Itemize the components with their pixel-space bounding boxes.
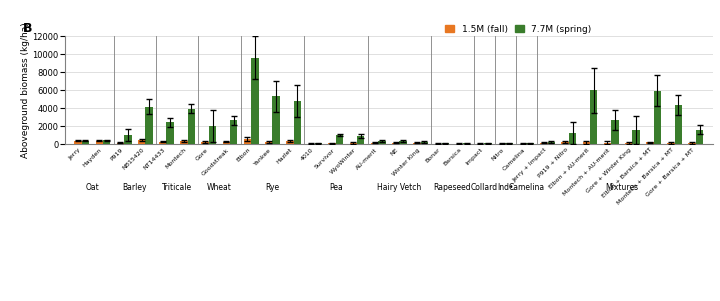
Bar	[505, 143, 513, 144]
Bar	[688, 143, 696, 144]
Bar	[357, 136, 364, 144]
Bar	[696, 129, 703, 144]
Bar	[625, 143, 632, 144]
Text: AU-merit: AU-merit	[355, 147, 378, 170]
Bar	[222, 141, 230, 144]
Bar	[96, 141, 103, 144]
Bar	[294, 101, 301, 144]
Text: P919 + Nitro: P919 + Nitro	[537, 147, 569, 179]
Bar	[611, 120, 618, 144]
Bar	[251, 58, 258, 144]
Text: WyoWinter: WyoWinter	[329, 147, 357, 175]
Bar	[378, 141, 386, 144]
Bar	[646, 142, 654, 144]
Bar	[604, 143, 611, 144]
Bar	[159, 141, 166, 144]
Bar	[230, 120, 238, 144]
Bar	[463, 143, 470, 144]
Text: P919: P919	[109, 147, 124, 162]
Bar	[209, 126, 216, 144]
Text: Winter King: Winter King	[391, 147, 420, 177]
Bar	[328, 143, 336, 144]
Text: Nitro: Nitro	[491, 147, 505, 162]
Text: Hayden: Hayden	[82, 147, 103, 168]
Text: Barsica: Barsica	[443, 147, 463, 167]
Bar	[675, 105, 682, 144]
Text: Gore + Winter King: Gore + Winter King	[585, 147, 632, 194]
Bar	[145, 107, 153, 144]
Bar	[632, 130, 640, 144]
Bar	[548, 142, 555, 144]
Text: Goodstreak: Goodstreak	[201, 147, 230, 176]
Text: Elbon: Elbon	[235, 147, 251, 163]
Text: Oat: Oat	[86, 183, 99, 192]
Bar	[562, 142, 569, 144]
Text: Elbon + AU-merit: Elbon + AU-merit	[548, 147, 590, 189]
Bar	[582, 142, 590, 144]
Text: Montech + AU-merit: Montech + AU-merit	[562, 147, 611, 196]
Text: Jerry + Impact: Jerry + Impact	[512, 147, 548, 183]
Text: B: B	[22, 22, 32, 35]
Text: Collard: Collard	[471, 183, 498, 192]
Bar	[654, 91, 661, 144]
Bar	[569, 133, 576, 144]
Text: Jerry: Jerry	[68, 147, 82, 161]
Text: Hazlet: Hazlet	[276, 147, 294, 165]
Bar	[180, 141, 188, 144]
Text: Impact: Impact	[465, 147, 484, 166]
Bar	[265, 142, 272, 144]
Legend: 1.5M (fall), 7.7M (spring): 1.5M (fall), 7.7M (spring)	[442, 21, 595, 37]
Text: NB15420: NB15420	[122, 147, 145, 171]
Text: Hairy Vetch: Hairy Vetch	[377, 183, 421, 192]
Text: Wheat: Wheat	[207, 183, 232, 192]
Text: Montech: Montech	[165, 147, 188, 170]
Text: Camelina: Camelina	[508, 183, 544, 192]
Text: 4010: 4010	[300, 147, 315, 162]
Text: Rapeseed: Rapeseed	[433, 183, 471, 192]
Bar	[336, 135, 343, 144]
Text: NE: NE	[390, 147, 400, 157]
Text: Bonar: Bonar	[425, 147, 442, 164]
Bar	[392, 143, 400, 144]
Bar	[166, 122, 174, 144]
Bar	[188, 109, 195, 144]
Text: Pea: Pea	[329, 183, 343, 192]
Bar	[442, 143, 449, 144]
Bar	[117, 143, 124, 144]
Bar	[540, 143, 548, 144]
Bar	[315, 143, 322, 144]
Bar	[138, 140, 145, 144]
Y-axis label: Aboveground biomass (kg/ha): Aboveground biomass (kg/ha)	[21, 23, 30, 158]
Bar	[484, 143, 492, 144]
Bar	[413, 143, 420, 144]
Bar	[272, 96, 280, 144]
Text: Montech + Barsica + MT: Montech + Barsica + MT	[616, 147, 675, 206]
Bar	[371, 143, 378, 144]
Bar	[244, 139, 251, 144]
Text: Rye: Rye	[265, 183, 279, 192]
Text: Gore + Barsica + MT: Gore + Barsica + MT	[646, 147, 696, 197]
Bar	[82, 141, 89, 144]
Bar	[202, 142, 209, 144]
Bar	[667, 143, 675, 144]
Bar	[590, 90, 598, 144]
Bar	[124, 135, 132, 144]
Text: Survivor: Survivor	[314, 147, 336, 169]
Bar	[526, 143, 534, 144]
Bar	[420, 142, 428, 144]
Text: Gore: Gore	[194, 147, 209, 162]
Text: Camelina: Camelina	[502, 147, 526, 172]
Bar	[400, 141, 407, 144]
Text: Mixtures: Mixtures	[606, 183, 639, 192]
Text: Ind•: Ind•	[497, 183, 513, 192]
Bar	[103, 140, 110, 144]
Text: NT14433: NT14433	[143, 147, 166, 171]
Text: Triticale: Triticale	[162, 183, 192, 192]
Text: Yankee: Yankee	[253, 147, 272, 166]
Bar	[74, 141, 82, 144]
Text: Elbon + Barsica + MT: Elbon + Barsica + MT	[602, 147, 654, 199]
Bar	[286, 141, 294, 144]
Text: Barley: Barley	[122, 183, 147, 192]
Bar	[350, 143, 357, 144]
